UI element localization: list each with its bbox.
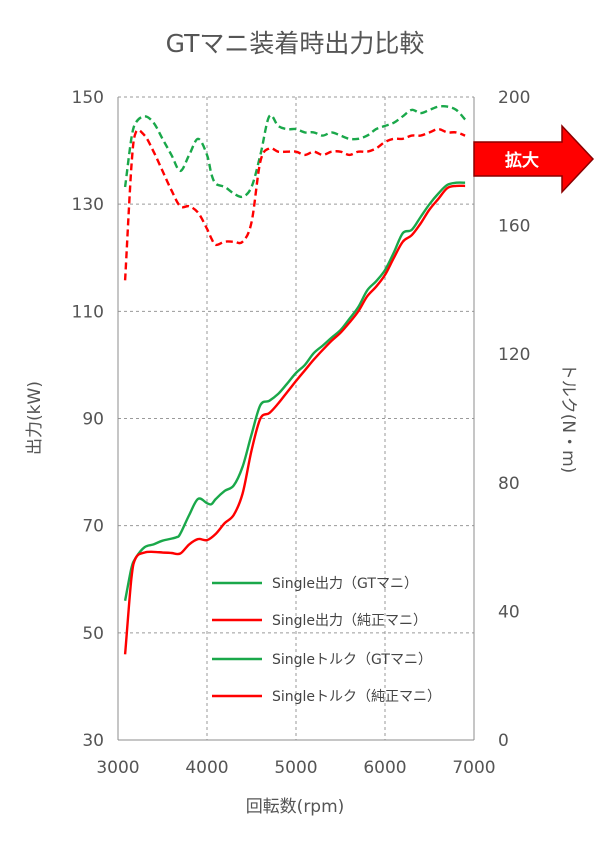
series-lines: [123, 105, 466, 655]
y2-tick-label: 40: [498, 602, 520, 622]
y-tick-label: 70: [82, 517, 104, 537]
grid: [117, 96, 475, 741]
y-tick-label: 50: [82, 624, 104, 644]
zoom-badge-label: 拡大: [505, 150, 539, 171]
chart-title: GTマニ装着時出力比較: [166, 29, 425, 58]
y2-axis-label: トルク(N・m): [558, 363, 578, 474]
y2-tick-label: 120: [498, 345, 530, 365]
y-axis-label: 出力(kW): [25, 381, 45, 455]
y2-tick-label: 80: [498, 474, 520, 494]
legend-label-0: Single出力（GTマニ）: [272, 576, 418, 592]
y-tick-label: 150: [72, 88, 104, 108]
x-tick-label: 5000: [274, 758, 317, 778]
zoom-badge: 拡大: [473, 124, 595, 194]
y2-tick-label: 160: [498, 217, 530, 237]
legend-label-1: Single出力（純正マニ）: [272, 613, 427, 629]
series-line-0: [123, 181, 466, 601]
y-tick-label: 30: [82, 731, 104, 751]
zoom-arrow-shape: [473, 124, 595, 194]
y2-tick-label: 200: [498, 88, 530, 108]
legend-label-2: Singleトルク（GTマニ）: [272, 652, 432, 668]
legend: Single出力（GTマニ） Single出力（純正マニ） Singleトルク（…: [212, 576, 441, 705]
x-tick-label: 7000: [452, 758, 495, 778]
series-line-2: [123, 105, 466, 199]
x-axis-label: 回転数(rpm): [246, 797, 345, 817]
x-tick-label: 4000: [185, 758, 228, 778]
x-tick-label: 6000: [363, 758, 406, 778]
y-tick-label: 90: [82, 410, 104, 430]
legend-label-3: Singleトルク（純正マニ）: [272, 689, 441, 705]
series-line-1: [123, 184, 466, 655]
y-tick-label: 130: [72, 195, 104, 215]
series-line-3: [123, 127, 466, 281]
x-tick-label: 3000: [96, 758, 139, 778]
y2-tick-label: 0: [498, 731, 509, 751]
y-tick-label: 110: [72, 302, 104, 322]
